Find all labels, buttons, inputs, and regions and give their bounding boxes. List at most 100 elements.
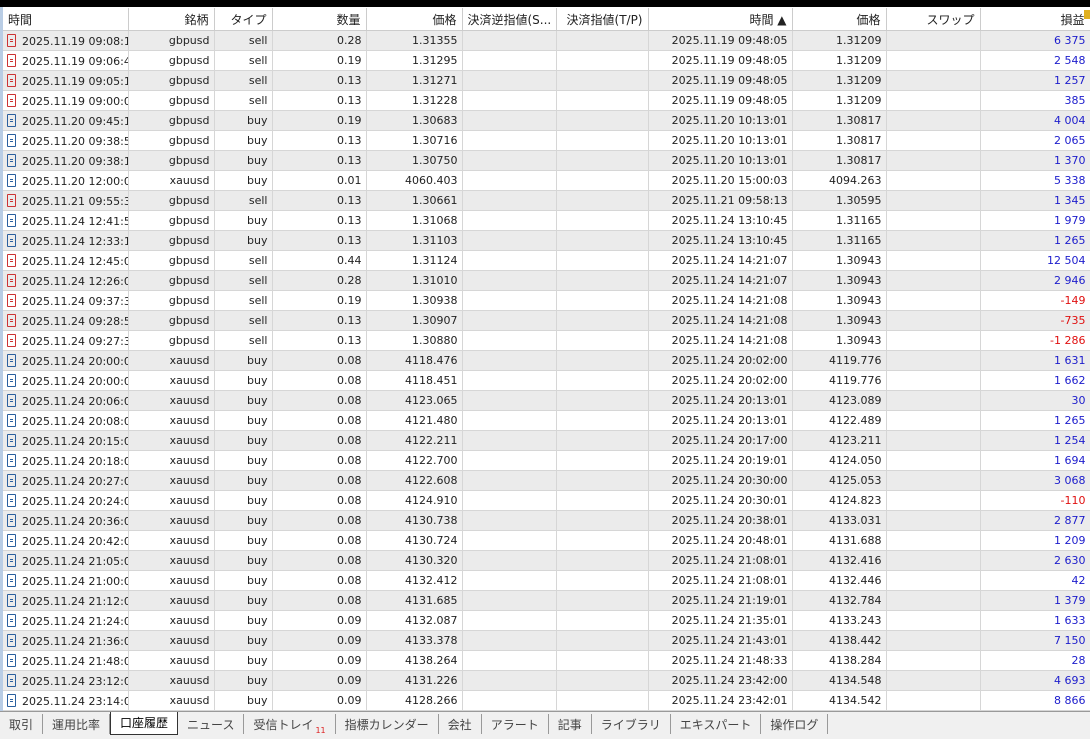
tab-0[interactable]: 取引 (0, 714, 44, 734)
cell-text: 1.30943 (836, 254, 882, 267)
cell-text: buy (247, 414, 268, 427)
table-row[interactable]: 2025.11.24 09:28:50 gbpusd sell 0.13 1.30907… (3, 310, 1090, 331)
tab-11[interactable]: 操作ログ (761, 714, 829, 734)
table-row[interactable]: 2025.11.24 21:24:02 xauusd buy 0.09 4132.087… (3, 610, 1090, 631)
table-row[interactable]: 2025.11.24 12:26:04 gbpusd sell 0.28 1.31010… (3, 270, 1090, 291)
cell-tp (556, 310, 649, 331)
cell-close-time: 2025.11.24 20:48:01 (648, 530, 793, 551)
cell-text: gbpusd (168, 154, 210, 167)
table-row[interactable]: 2025.11.24 20:24:01 xauusd buy 0.08 4124.910… (3, 490, 1090, 511)
cell-text: 0.09 (337, 694, 362, 707)
table-row[interactable]: 2025.11.24 20:36:01 xauusd buy 0.08 4130.738… (3, 510, 1090, 531)
table-row[interactable]: 2025.11.24 20:42:01 xauusd buy 0.08 4130.724… (3, 530, 1090, 551)
tab-6[interactable]: 会社 (439, 714, 482, 734)
cell-volume: 0.08 (272, 570, 367, 591)
cell-close-time: 2025.11.21 09:58:13 (648, 190, 793, 211)
cell-close-price: 4133.243 (792, 610, 887, 631)
table-row[interactable]: 2025.11.19 09:06:40 gbpusd sell 0.19 1.31295… (3, 50, 1090, 71)
table-row[interactable]: 2025.11.24 20:00:00 xauusd buy 0.08 4118.451… (3, 370, 1090, 391)
cell-close-price: 4132.416 (792, 550, 887, 571)
cell-symbol: gbpusd (128, 110, 215, 131)
table-row[interactable]: 2025.11.24 21:12:01 xauusd buy 0.08 4131.685… (3, 590, 1090, 611)
column-header-tp[interactable]: 決済指値(T/P) (556, 8, 649, 31)
column-header-symbol[interactable]: 銘柄 (128, 8, 215, 31)
tab-8[interactable]: 記事 (549, 714, 592, 734)
cell-volume: 0.13 (272, 310, 367, 331)
cell-text: 1 379 (1054, 594, 1086, 607)
table-row[interactable]: 2025.11.24 09:27:30 gbpusd sell 0.13 1.30880… (3, 330, 1090, 351)
cell-symbol: gbpusd (128, 90, 215, 111)
cell-text: 0.08 (337, 374, 362, 387)
sell-order-icon (7, 73, 16, 87)
table-row[interactable]: 2025.11.24 20:18:00 xauusd buy 0.08 4122.700… (3, 450, 1090, 471)
table-row[interactable]: 2025.11.24 21:05:01 xauusd buy 0.08 4130.320… (3, 550, 1090, 571)
table-row[interactable]: 2025.11.24 21:00:01 xauusd buy 0.08 4132.412… (3, 570, 1090, 591)
cell-text: 1.30716 (412, 134, 458, 147)
table-row[interactable]: 2025.11.24 12:33:17 gbpusd buy 0.13 1.31103 2… (3, 230, 1090, 251)
cell-swap (886, 250, 981, 271)
column-header-volume[interactable]: 数量 (272, 8, 367, 31)
cell-tp (556, 50, 649, 71)
column-header-price[interactable]: 価格 (366, 8, 463, 31)
table-row[interactable]: 2025.11.19 09:08:17 gbpusd sell 0.28 1.31355… (3, 30, 1090, 51)
cell-close-time: 2025.11.20 10:13:01 (648, 110, 793, 131)
buy-order-icon (7, 513, 16, 527)
tab-2[interactable]: 口座履歴 (110, 712, 179, 735)
cell-text: 1 979 (1054, 214, 1086, 227)
cell-text: 4125.053 (829, 474, 882, 487)
tab-10[interactable]: エキスパート (671, 714, 762, 734)
cell-swap (886, 570, 981, 591)
column-header-close-price[interactable]: 価格 (792, 8, 887, 31)
table-row[interactable]: 2025.11.24 20:06:00 xauusd buy 0.08 4123.065… (3, 390, 1090, 411)
cell-close-price: 1.30943 (792, 330, 887, 351)
column-header-close-time[interactable]: 時間 ▲ (648, 8, 793, 31)
cell-close-price: 4122.489 (792, 410, 887, 431)
column-header-time[interactable]: 時間 (3, 8, 129, 31)
tab-3[interactable]: ニュース (178, 714, 245, 734)
table-row[interactable]: 2025.11.24 23:12:01 xauusd buy 0.09 4131.226… (3, 670, 1090, 691)
cell-profit: 1 370 (980, 150, 1090, 171)
sell-order-icon (7, 293, 16, 307)
column-header-sl[interactable]: 決済逆指値(S... (462, 8, 557, 31)
table-row[interactable]: 2025.11.20 12:00:00 xauusd buy 0.01 4060.403… (3, 170, 1090, 191)
column-header-swap[interactable]: スワップ (886, 8, 981, 31)
table-row[interactable]: 2025.11.24 20:15:01 xauusd buy 0.08 4122.211… (3, 430, 1090, 451)
table-row[interactable]: 2025.11.24 12:41:54 gbpusd buy 0.13 1.31068 2… (3, 210, 1090, 231)
cell-price: 1.31295 (366, 50, 463, 71)
cell-price: 1.31124 (366, 250, 463, 271)
cell-swap (886, 490, 981, 511)
table-row[interactable]: 2025.11.24 23:14:01 xauusd buy 0.09 4128.266… (3, 690, 1090, 711)
cell-symbol: xauusd (128, 410, 215, 431)
cell-text: buy (247, 434, 268, 447)
table-row[interactable]: 2025.11.24 20:00:00 xauusd buy 0.08 4118.476… (3, 350, 1090, 371)
cell-text: gbpusd (168, 334, 210, 347)
table-row[interactable]: 2025.11.24 20:08:00 xauusd buy 0.08 4121.480… (3, 410, 1090, 431)
table-row[interactable]: 2025.11.19 09:05:10 gbpusd sell 0.13 1.31271… (3, 70, 1090, 91)
cell-text: -110 (1060, 494, 1086, 507)
table-row[interactable]: 2025.11.24 21:36:01 xauusd buy 0.09 4133.378… (3, 630, 1090, 651)
table-row[interactable]: 2025.11.24 20:27:00 xauusd buy 0.08 4122.608… (3, 470, 1090, 491)
tab-5[interactable]: 指標カレンダー (336, 714, 439, 734)
cell-tp (556, 570, 649, 591)
cell-text: 2025.11.24 21:05:01 (22, 554, 128, 568)
tab-1[interactable]: 運用比率 (43, 714, 111, 734)
tab-4[interactable]: 受信トレイ 11 (244, 714, 336, 735)
column-header-type[interactable]: タイプ (214, 8, 273, 31)
table-row[interactable]: 2025.11.20 09:38:54 gbpusd buy 0.13 1.30716 2… (3, 130, 1090, 151)
cell-type: sell (214, 310, 273, 331)
table-row[interactable]: 2025.11.24 12:45:01 gbpusd sell 0.44 1.31124… (3, 250, 1090, 271)
cell-text: buy (247, 694, 268, 707)
table-row[interactable]: 2025.11.24 09:37:31 gbpusd sell 0.19 1.30938… (3, 290, 1090, 311)
cell-sl (462, 110, 557, 131)
cell-text: 1.30880 (412, 334, 458, 347)
tab-9[interactable]: ライブラリ (592, 714, 671, 734)
table-row[interactable]: 2025.11.20 09:38:19 gbpusd buy 0.13 1.30750 2… (3, 150, 1090, 171)
table-row[interactable]: 2025.11.24 21:48:01 xauusd buy 0.09 4138.264… (3, 650, 1090, 671)
tab-label: 会社 (447, 718, 472, 732)
table-row[interactable]: 2025.11.21 09:55:31 gbpusd sell 0.13 1.30661… (3, 190, 1090, 211)
table-row[interactable]: 2025.11.20 09:45:15 gbpusd buy 0.19 1.30683 2… (3, 110, 1090, 131)
table-row[interactable]: 2025.11.19 09:00:00 gbpusd sell 0.13 1.31228… (3, 90, 1090, 111)
cell-text: 4118.451 (405, 374, 458, 387)
tab-7[interactable]: アラート (482, 714, 549, 734)
column-header-profit[interactable]: 損益 (980, 8, 1090, 31)
